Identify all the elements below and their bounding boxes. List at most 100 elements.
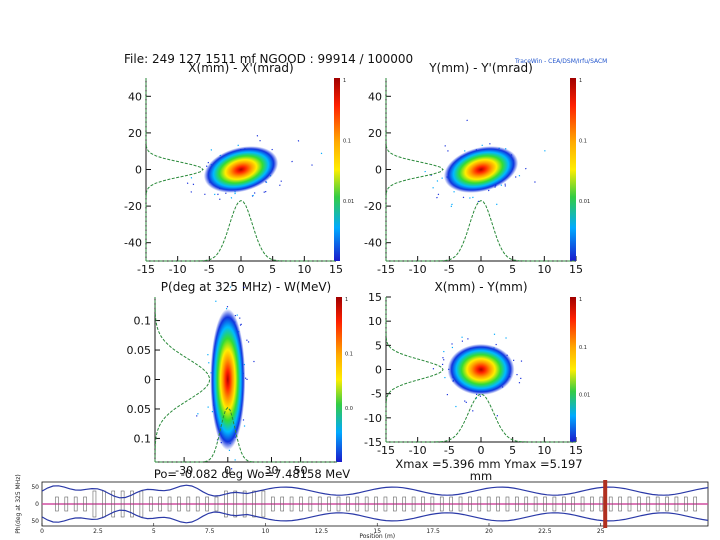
- y-tick-label: -10: [364, 412, 382, 425]
- scatter-point: [217, 193, 219, 196]
- lattice-element: [383, 496, 388, 512]
- panel-p1: X(mm) - X'(mrad) -15 -10 -5 0 5 10 15 -40 -20 0 20 4…: [124, 61, 354, 276]
- lattice-element: [252, 490, 256, 518]
- lattice-element: [158, 496, 162, 512]
- lattice-element: [571, 496, 575, 512]
- scatter-point: [441, 363, 444, 366]
- lattice-element: [486, 496, 491, 512]
- x-projection: [146, 200, 336, 262]
- scatter-point: [279, 184, 281, 186]
- panel-title: Y(mm) - Y'(mrad): [428, 61, 533, 75]
- scatter-point: [436, 180, 439, 182]
- y-tick-label: 0.05: [127, 344, 152, 357]
- y-tick-label: 15: [368, 291, 382, 304]
- scatter-point: [186, 182, 189, 184]
- lattice-element: [242, 490, 247, 518]
- lattice-element: [224, 490, 228, 518]
- lattice-element: [552, 496, 557, 512]
- y-tick-label: -5: [371, 388, 382, 401]
- colorbar: [570, 297, 576, 442]
- lattice-element: [599, 496, 604, 512]
- x-tick-label: -10: [169, 263, 187, 276]
- beamline-xtick: 10: [262, 528, 270, 535]
- scatter-point: [197, 413, 199, 415]
- lattice-element: [439, 496, 444, 512]
- scatter-point: [443, 350, 445, 353]
- x-tick-label: 10: [537, 263, 551, 276]
- colorbar-label: 0.1: [343, 138, 351, 144]
- lattice-element: [73, 496, 78, 512]
- scatter-point: [219, 198, 221, 200]
- colorbar-label: 1: [343, 78, 346, 84]
- x-projection: [386, 393, 576, 443]
- scatter-point: [271, 148, 273, 151]
- y-tick-label: 20: [128, 127, 142, 140]
- scatter-point: [436, 196, 438, 199]
- y-projection: [145, 78, 204, 261]
- scatter-point: [280, 180, 282, 182]
- lattice-element: [684, 496, 688, 512]
- lattice-element: [505, 496, 510, 512]
- colorbar-label: 0.1: [345, 351, 353, 357]
- y-tick-label: 0: [375, 364, 382, 377]
- beamline-ytick: 50: [31, 484, 39, 491]
- colorbar-label: 1: [345, 297, 348, 303]
- lattice-element: [458, 496, 463, 512]
- y-tick-label: -40: [124, 237, 142, 250]
- colorbar-label: 0.1: [579, 138, 587, 144]
- lattice-element: [693, 496, 697, 512]
- y-projection: [385, 297, 444, 442]
- scatter-point: [253, 360, 255, 363]
- y-tick-label: 0.05: [127, 403, 152, 416]
- panel-footer: Xmax =5.396 mm Ymax =5.197: [395, 457, 582, 471]
- lattice-element: [130, 490, 134, 518]
- scatter-point: [207, 406, 209, 408]
- beamline-minor-label: 2.5: [93, 528, 103, 535]
- scatter-point: [544, 150, 546, 152]
- y-tick-label: -20: [364, 200, 382, 213]
- scatter-point: [477, 200, 480, 203]
- lattice-element: [393, 496, 397, 512]
- scatter-point: [496, 203, 498, 206]
- scatter-point: [534, 181, 536, 183]
- lattice-element: [561, 496, 566, 512]
- lattice-element: [336, 496, 341, 512]
- position-marker: [603, 480, 608, 528]
- file-header: File: 249 127 1511 mf NGOOD : 99914 / 10…: [124, 52, 413, 66]
- density-core: [210, 308, 246, 451]
- x-tick-label: -5: [204, 263, 215, 276]
- panel-p4: X(mm) - Y(mm) -15 -10 -5 0 5 10 15 -15 -10 -5 0 5 10 1…: [364, 280, 590, 483]
- x-tick-label: -10: [409, 444, 427, 457]
- scatter-point: [493, 333, 496, 335]
- lattice-element: [177, 496, 181, 512]
- colorbar-label: 1: [579, 78, 582, 84]
- x-tick-label: -5: [444, 263, 455, 276]
- scatter-point: [447, 150, 449, 152]
- scatter-point: [432, 368, 435, 370]
- lattice-element: [449, 496, 453, 512]
- colorbar: [570, 78, 576, 261]
- beamline-minor-label: 22.5: [538, 528, 552, 535]
- lattice-element: [148, 496, 153, 512]
- x-tick-label: 5: [269, 263, 276, 276]
- lattice-element: [64, 496, 69, 512]
- phase-space-panels: X(mm) - X'(mrad)-15 -10 -5 0 5 10 15-40-200204…: [124, 61, 590, 483]
- lattice-element: [402, 496, 407, 512]
- lattice-element: [590, 496, 594, 512]
- lattice-element: [477, 496, 482, 512]
- scatter-point: [213, 193, 216, 196]
- x-tick-label: -10: [409, 263, 427, 276]
- scatter-point: [464, 400, 466, 402]
- scatter-point: [466, 119, 468, 122]
- scatter-point: [451, 343, 453, 345]
- x-tick-label: -15: [377, 444, 395, 457]
- beamline-ytick: 50: [31, 518, 39, 525]
- lattice-element: [346, 496, 350, 512]
- scatter-point: [252, 194, 254, 197]
- scatter-point: [518, 382, 521, 384]
- x-tick-label: -15: [377, 263, 395, 276]
- scatter-point: [451, 203, 453, 206]
- scatter-point: [424, 170, 426, 173]
- scatter-point: [504, 183, 506, 185]
- x-tick-label: 0: [478, 444, 485, 457]
